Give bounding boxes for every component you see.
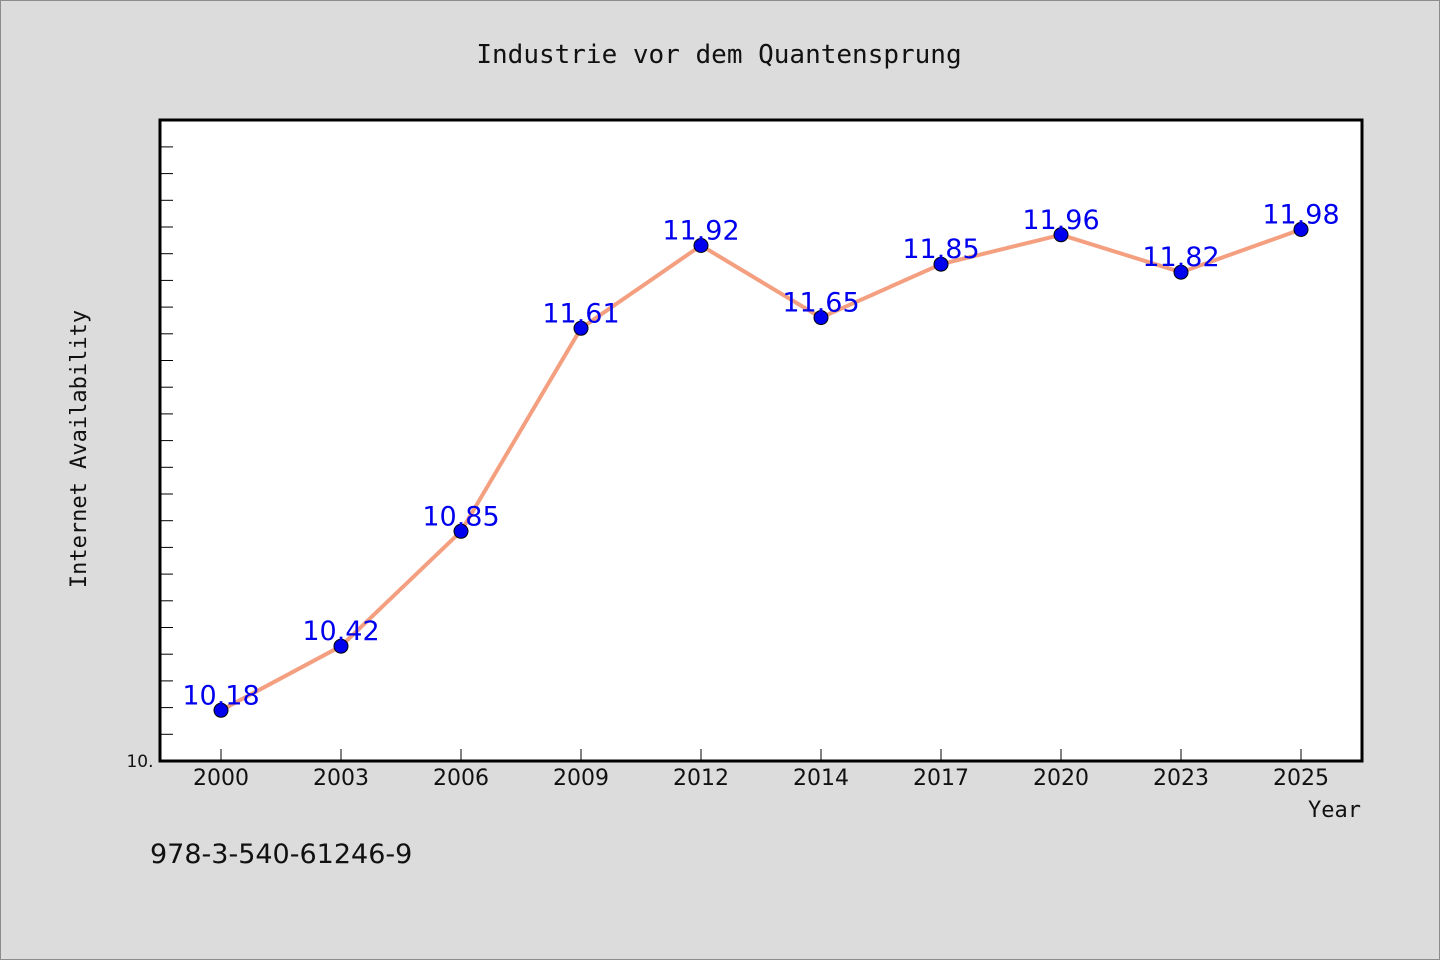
y-axis-ticks (160, 146, 173, 735)
data-point (573, 320, 589, 336)
data-point (453, 523, 469, 539)
x-tick-label: 2020 (1033, 766, 1089, 791)
data-point (1293, 222, 1309, 237)
data-label: 11.85 (902, 234, 979, 265)
y-tick-label: 10. (126, 752, 153, 772)
x-tick-label: 2006 (433, 766, 489, 791)
x-axis-ticks: 2000 2003 2006 2009 2012 2014 2017 2020 2023 2025 (193, 749, 1329, 791)
data-point (813, 310, 829, 326)
data-point (1053, 227, 1069, 243)
data-point (933, 256, 949, 272)
x-tick-label: 2025 (1273, 766, 1329, 791)
data-label: 11.65 (782, 288, 859, 319)
chart-title: Industrie vor dem Quantensprung (476, 40, 961, 70)
data-point (1173, 264, 1189, 280)
data-label: 11.61 (542, 298, 619, 329)
y-axis-label: Internet Availability (67, 310, 92, 588)
data-label: 11.92 (662, 216, 739, 247)
x-tick-label: 2009 (553, 766, 609, 791)
data-label: 11.96 (1022, 205, 1099, 236)
series-line (219, 227, 1303, 713)
data-label: 10.42 (302, 616, 379, 647)
x-tick-label: 2017 (913, 766, 969, 791)
x-tick-label: 2003 (313, 766, 369, 791)
x-axis-label: Year (1308, 798, 1361, 823)
data-point (693, 238, 709, 253)
data-points (213, 222, 1309, 718)
data-label: 10.18 (182, 680, 259, 711)
x-tick-label: 2023 (1153, 766, 1209, 791)
data-label: 11.82 (1142, 242, 1219, 273)
data-label: 11.98 (1262, 200, 1339, 231)
data-label: 10.85 (422, 501, 499, 532)
data-point (213, 702, 229, 718)
x-tick-label: 2000 (193, 766, 249, 791)
isbn-text: 978-3-540-61246-9 (150, 839, 412, 870)
data-labels: 10.18 10.42 10.85 11.61 11.92 11.65 11.85 11.96… (182, 200, 1339, 712)
plot-area (158, 118, 1364, 763)
data-point (333, 638, 349, 654)
x-tick-label: 2014 (793, 766, 849, 791)
x-tick-label: 2012 (673, 766, 729, 791)
